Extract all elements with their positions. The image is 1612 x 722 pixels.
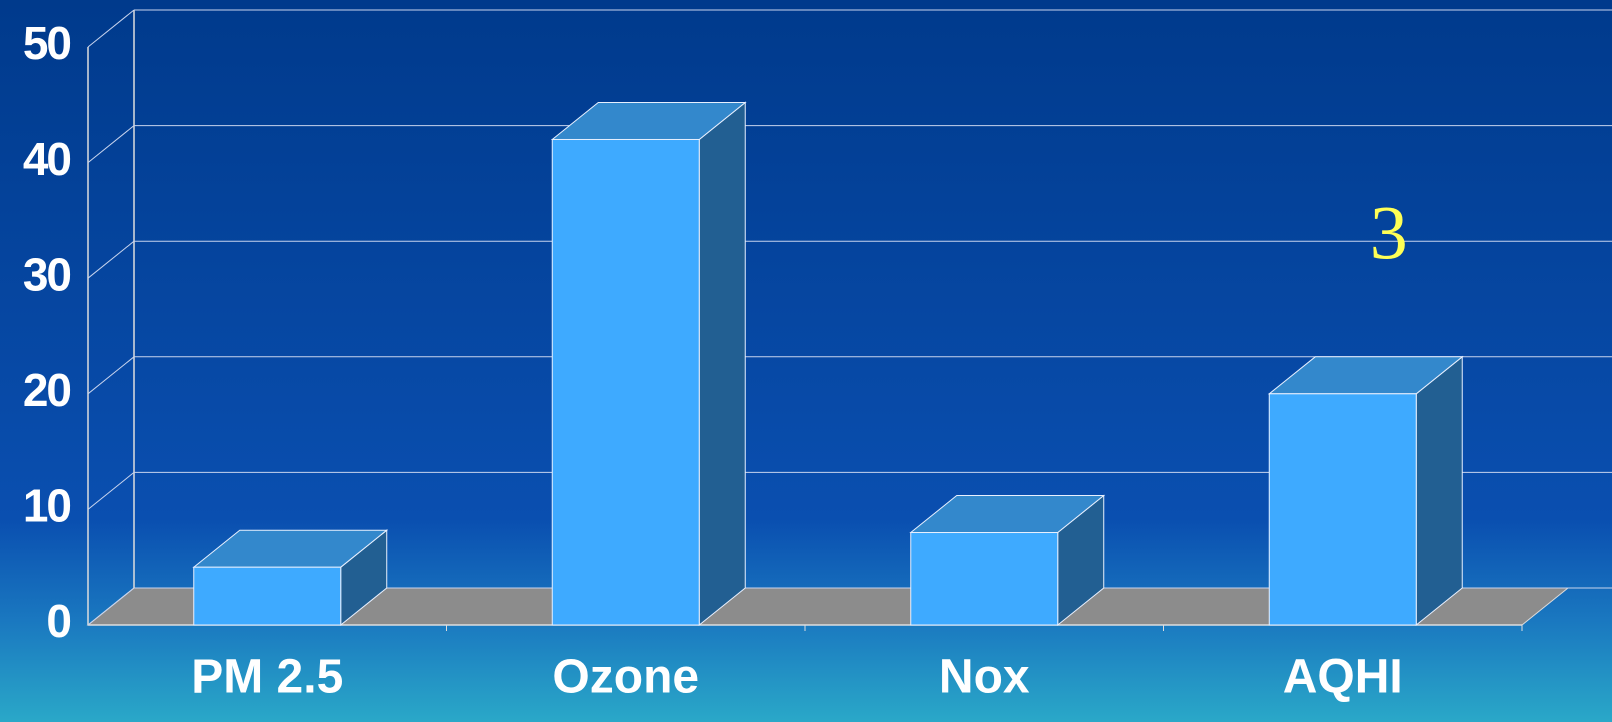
grid-line	[87, 587, 135, 626]
bar	[1268, 393, 1417, 626]
bar	[551, 138, 700, 626]
y-tick-label: 10	[23, 480, 71, 532]
grid-line	[87, 472, 135, 510]
grid-line	[87, 125, 135, 163]
annotation: 3	[1370, 192, 1408, 276]
grid-line	[87, 240, 135, 279]
x-tick-label: AQHI	[1283, 651, 1403, 704]
bar-side	[1415, 355, 1463, 627]
bar-side	[698, 101, 746, 627]
bar	[910, 532, 1059, 626]
y-tick-label: 50	[23, 17, 71, 69]
x-tick-label: Nox	[939, 651, 1030, 704]
grid-line	[87, 356, 135, 395]
y-tick-label: 40	[23, 133, 71, 185]
x-tick-label: PM 2.5	[191, 651, 343, 704]
bar	[193, 566, 342, 626]
y-tick-label: 30	[23, 248, 71, 300]
grid-line	[87, 9, 135, 48]
y-tick-label: 0	[46, 595, 70, 647]
y-tick-label: 20	[23, 364, 71, 416]
x-tick-label: Ozone	[552, 651, 699, 704]
